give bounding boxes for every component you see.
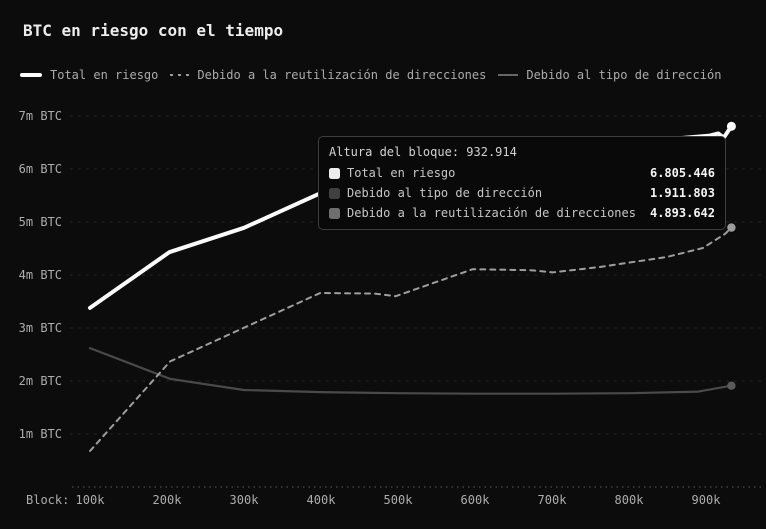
tooltip-label: Debido a la reutilización de direcciones	[347, 206, 636, 220]
x-axis-label: 500k	[383, 493, 413, 507]
x-axis-label: 400k	[306, 493, 336, 507]
y-axis-label: 6m BTC	[18, 162, 62, 176]
y-axis-label: 1m BTC	[18, 427, 62, 441]
x-axis-label: 800k	[614, 493, 644, 507]
series-endpoint-marker	[727, 381, 736, 390]
tooltip-value: 6.805.446	[649, 166, 715, 180]
legend-item-address-reuse[interactable]: Debido a la reutilización de direcciones	[170, 68, 486, 82]
series-endpoint-marker	[726, 121, 736, 131]
y-axis-label: 3m BTC	[18, 321, 62, 335]
series-endpoint-marker	[727, 223, 736, 232]
tooltip-row-address-reuse: Debido a la reutilización de direcciones…	[329, 206, 715, 221]
chart-title: BTC en riesgo con el tiempo	[23, 21, 284, 40]
series-line-1	[89, 226, 733, 452]
dotted-line-icon	[170, 74, 190, 76]
legend-label-address-type: Debido al tipo de dirección	[526, 68, 722, 82]
chart-legend: Total en riesgo Debido a la reutilizació…	[20, 68, 721, 82]
x-axis-label: 600k	[460, 493, 490, 507]
y-axis-label: 2m BTC	[18, 374, 62, 388]
tooltip-value: 4.893.642	[649, 206, 715, 220]
x-axis-label: 200k	[152, 493, 182, 507]
tooltip-label: Total en riesgo	[347, 166, 456, 180]
thin-gray-line-icon	[498, 74, 519, 76]
x-axis-label: 700k	[537, 493, 567, 507]
total-swatch-icon	[329, 168, 340, 179]
tooltip-block-height: Altura del bloque: 932.914	[329, 145, 517, 159]
legend-label-address-reuse: Debido a la reutilización de direcciones	[197, 68, 487, 82]
legend-item-address-type[interactable]: Debido al tipo de dirección	[498, 68, 721, 82]
tooltip-row-total: Total en riesgo 6.805.446	[329, 166, 715, 181]
legend-item-total[interactable]: Total en riesgo	[20, 68, 158, 82]
thick-white-line-icon	[20, 73, 42, 77]
tooltip-value: 1.911.803	[649, 186, 715, 200]
y-axis-label: 7m BTC	[18, 109, 62, 123]
tooltip-row-address-type: Debido al tipo de dirección 1.911.803	[329, 186, 715, 201]
y-axis-label: 5m BTC	[18, 215, 62, 229]
series-line-2	[88, 347, 733, 395]
x-axis-label: 900k	[691, 493, 721, 507]
x-axis-label: 300k	[229, 493, 259, 507]
tooltip-label: Debido al tipo de dirección	[347, 186, 543, 200]
y-axis-label: 4m BTC	[18, 268, 62, 282]
legend-label-total: Total en riesgo	[50, 68, 159, 82]
address-type-swatch-icon	[329, 188, 340, 199]
hover-tooltip: Altura del bloque: 932.914 Total en ries…	[318, 136, 726, 230]
x-axis-prefix-label: Block:	[26, 493, 70, 507]
x-axis-label: 100k	[75, 493, 105, 507]
address-reuse-swatch-icon	[329, 208, 340, 219]
